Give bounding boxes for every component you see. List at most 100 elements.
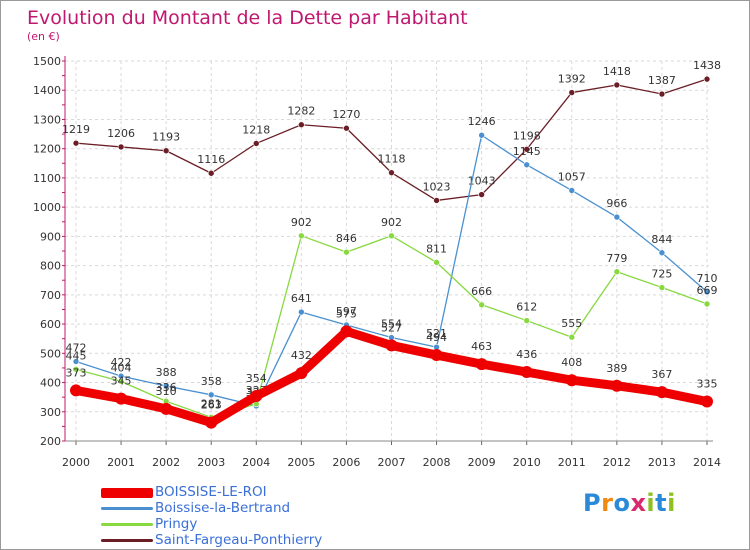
x-tick-label: 2011	[558, 456, 586, 469]
data-label: 966	[606, 197, 627, 210]
data-point	[117, 143, 125, 151]
data-point	[703, 300, 711, 308]
data-label: 597	[336, 305, 357, 318]
data-point	[655, 386, 668, 399]
data-label: 1193	[152, 131, 180, 144]
data-label: 335	[697, 378, 718, 391]
logo-letter: r	[601, 489, 614, 517]
data-label: 281	[201, 397, 222, 410]
y-tick-label: 1400	[33, 84, 61, 97]
data-label: 445	[66, 349, 87, 362]
data-point	[658, 284, 666, 291]
data-point	[475, 358, 488, 371]
legend-swatch	[101, 488, 153, 498]
data-label: 710	[697, 272, 718, 285]
data-point	[343, 124, 350, 132]
data-label: 811	[426, 242, 447, 255]
data-label: 404	[111, 361, 132, 374]
data-label: 358	[201, 375, 222, 388]
data-label: 1218	[242, 123, 270, 136]
data-point	[252, 140, 260, 147]
data-point	[703, 288, 711, 296]
data-label: 1219	[62, 123, 90, 136]
legend-swatch	[101, 507, 153, 510]
x-tick-label: 2014	[693, 456, 721, 469]
logo-letter: t	[655, 489, 668, 517]
proxiti-logo: Proxiti	[583, 489, 676, 517]
data-point	[613, 213, 621, 221]
x-tick-label: 2010	[513, 456, 541, 469]
data-point	[703, 75, 711, 83]
x-tick-label: 2008	[423, 456, 451, 469]
data-label: 725	[651, 268, 672, 281]
data-point	[610, 379, 623, 392]
data-label: 554	[381, 318, 402, 331]
data-point	[613, 268, 621, 276]
x-tick-label: 2001	[107, 456, 135, 469]
data-label: 1118	[378, 153, 406, 166]
data-label: 345	[111, 375, 132, 388]
y-tick-label: 400	[40, 377, 61, 390]
data-label: 1206	[107, 127, 135, 140]
data-label: 494	[426, 331, 447, 344]
data-label: 1270	[332, 108, 360, 121]
data-point	[162, 382, 170, 390]
data-point	[72, 366, 80, 373]
data-point	[568, 187, 576, 194]
data-point	[343, 248, 350, 256]
y-tick-label: 1100	[33, 172, 61, 185]
y-tick-label: 500	[40, 347, 61, 360]
y-tick-label: 200	[40, 435, 61, 448]
data-point	[385, 339, 398, 352]
y-tick-label: 1000	[33, 201, 61, 214]
y-tick-label: 300	[40, 406, 61, 419]
data-label: 779	[606, 252, 627, 265]
x-tick-label: 2005	[287, 456, 315, 469]
y-tick-label: 1200	[33, 143, 61, 156]
data-label: 354	[246, 372, 267, 385]
y-tick-label: 800	[40, 260, 61, 273]
data-point	[523, 317, 531, 324]
data-point	[70, 384, 82, 397]
x-tick-label: 2006	[332, 456, 360, 469]
legend-swatch	[101, 539, 153, 542]
x-tick-label: 2000	[62, 456, 90, 469]
x-tick-label: 2002	[152, 456, 180, 469]
data-point	[298, 308, 305, 316]
data-label: 1246	[468, 115, 496, 128]
legend-swatch	[101, 523, 153, 526]
data-label: 1282	[287, 105, 315, 118]
data-point	[433, 197, 440, 204]
chart-unit-label: (en €)	[27, 30, 60, 43]
data-point	[430, 349, 443, 362]
y-tick-label: 700	[40, 289, 61, 302]
data-point	[295, 367, 308, 380]
data-label: 844	[651, 233, 672, 246]
x-tick-label: 2009	[468, 456, 496, 469]
data-label: 367	[651, 368, 672, 381]
chart-title: Evolution du Montant de la Dette par Hab…	[27, 7, 468, 29]
data-point	[298, 232, 305, 240]
data-label: 408	[561, 356, 582, 369]
logo-letter: o	[613, 489, 631, 517]
data-point	[340, 325, 353, 338]
data-point	[207, 391, 215, 399]
data-point	[701, 395, 713, 408]
data-point	[115, 392, 128, 405]
logo-letter: i	[667, 489, 676, 517]
x-tick-label: 2013	[648, 456, 676, 469]
logo-letter: i	[646, 489, 656, 517]
y-tick-label: 1500	[33, 55, 61, 68]
data-label: 472	[66, 341, 87, 354]
legend-label: Saint-Fargeau-Ponthierry	[155, 532, 323, 548]
data-point	[658, 249, 666, 257]
data-label: 612	[516, 301, 537, 314]
data-label: 310	[156, 385, 177, 398]
data-point	[478, 301, 485, 309]
legend-label: BOISSISE-LE-ROI	[155, 484, 267, 500]
y-tick-label: 600	[40, 318, 61, 331]
data-point	[388, 169, 395, 176]
data-point	[523, 161, 531, 169]
data-label: 555	[561, 317, 582, 330]
